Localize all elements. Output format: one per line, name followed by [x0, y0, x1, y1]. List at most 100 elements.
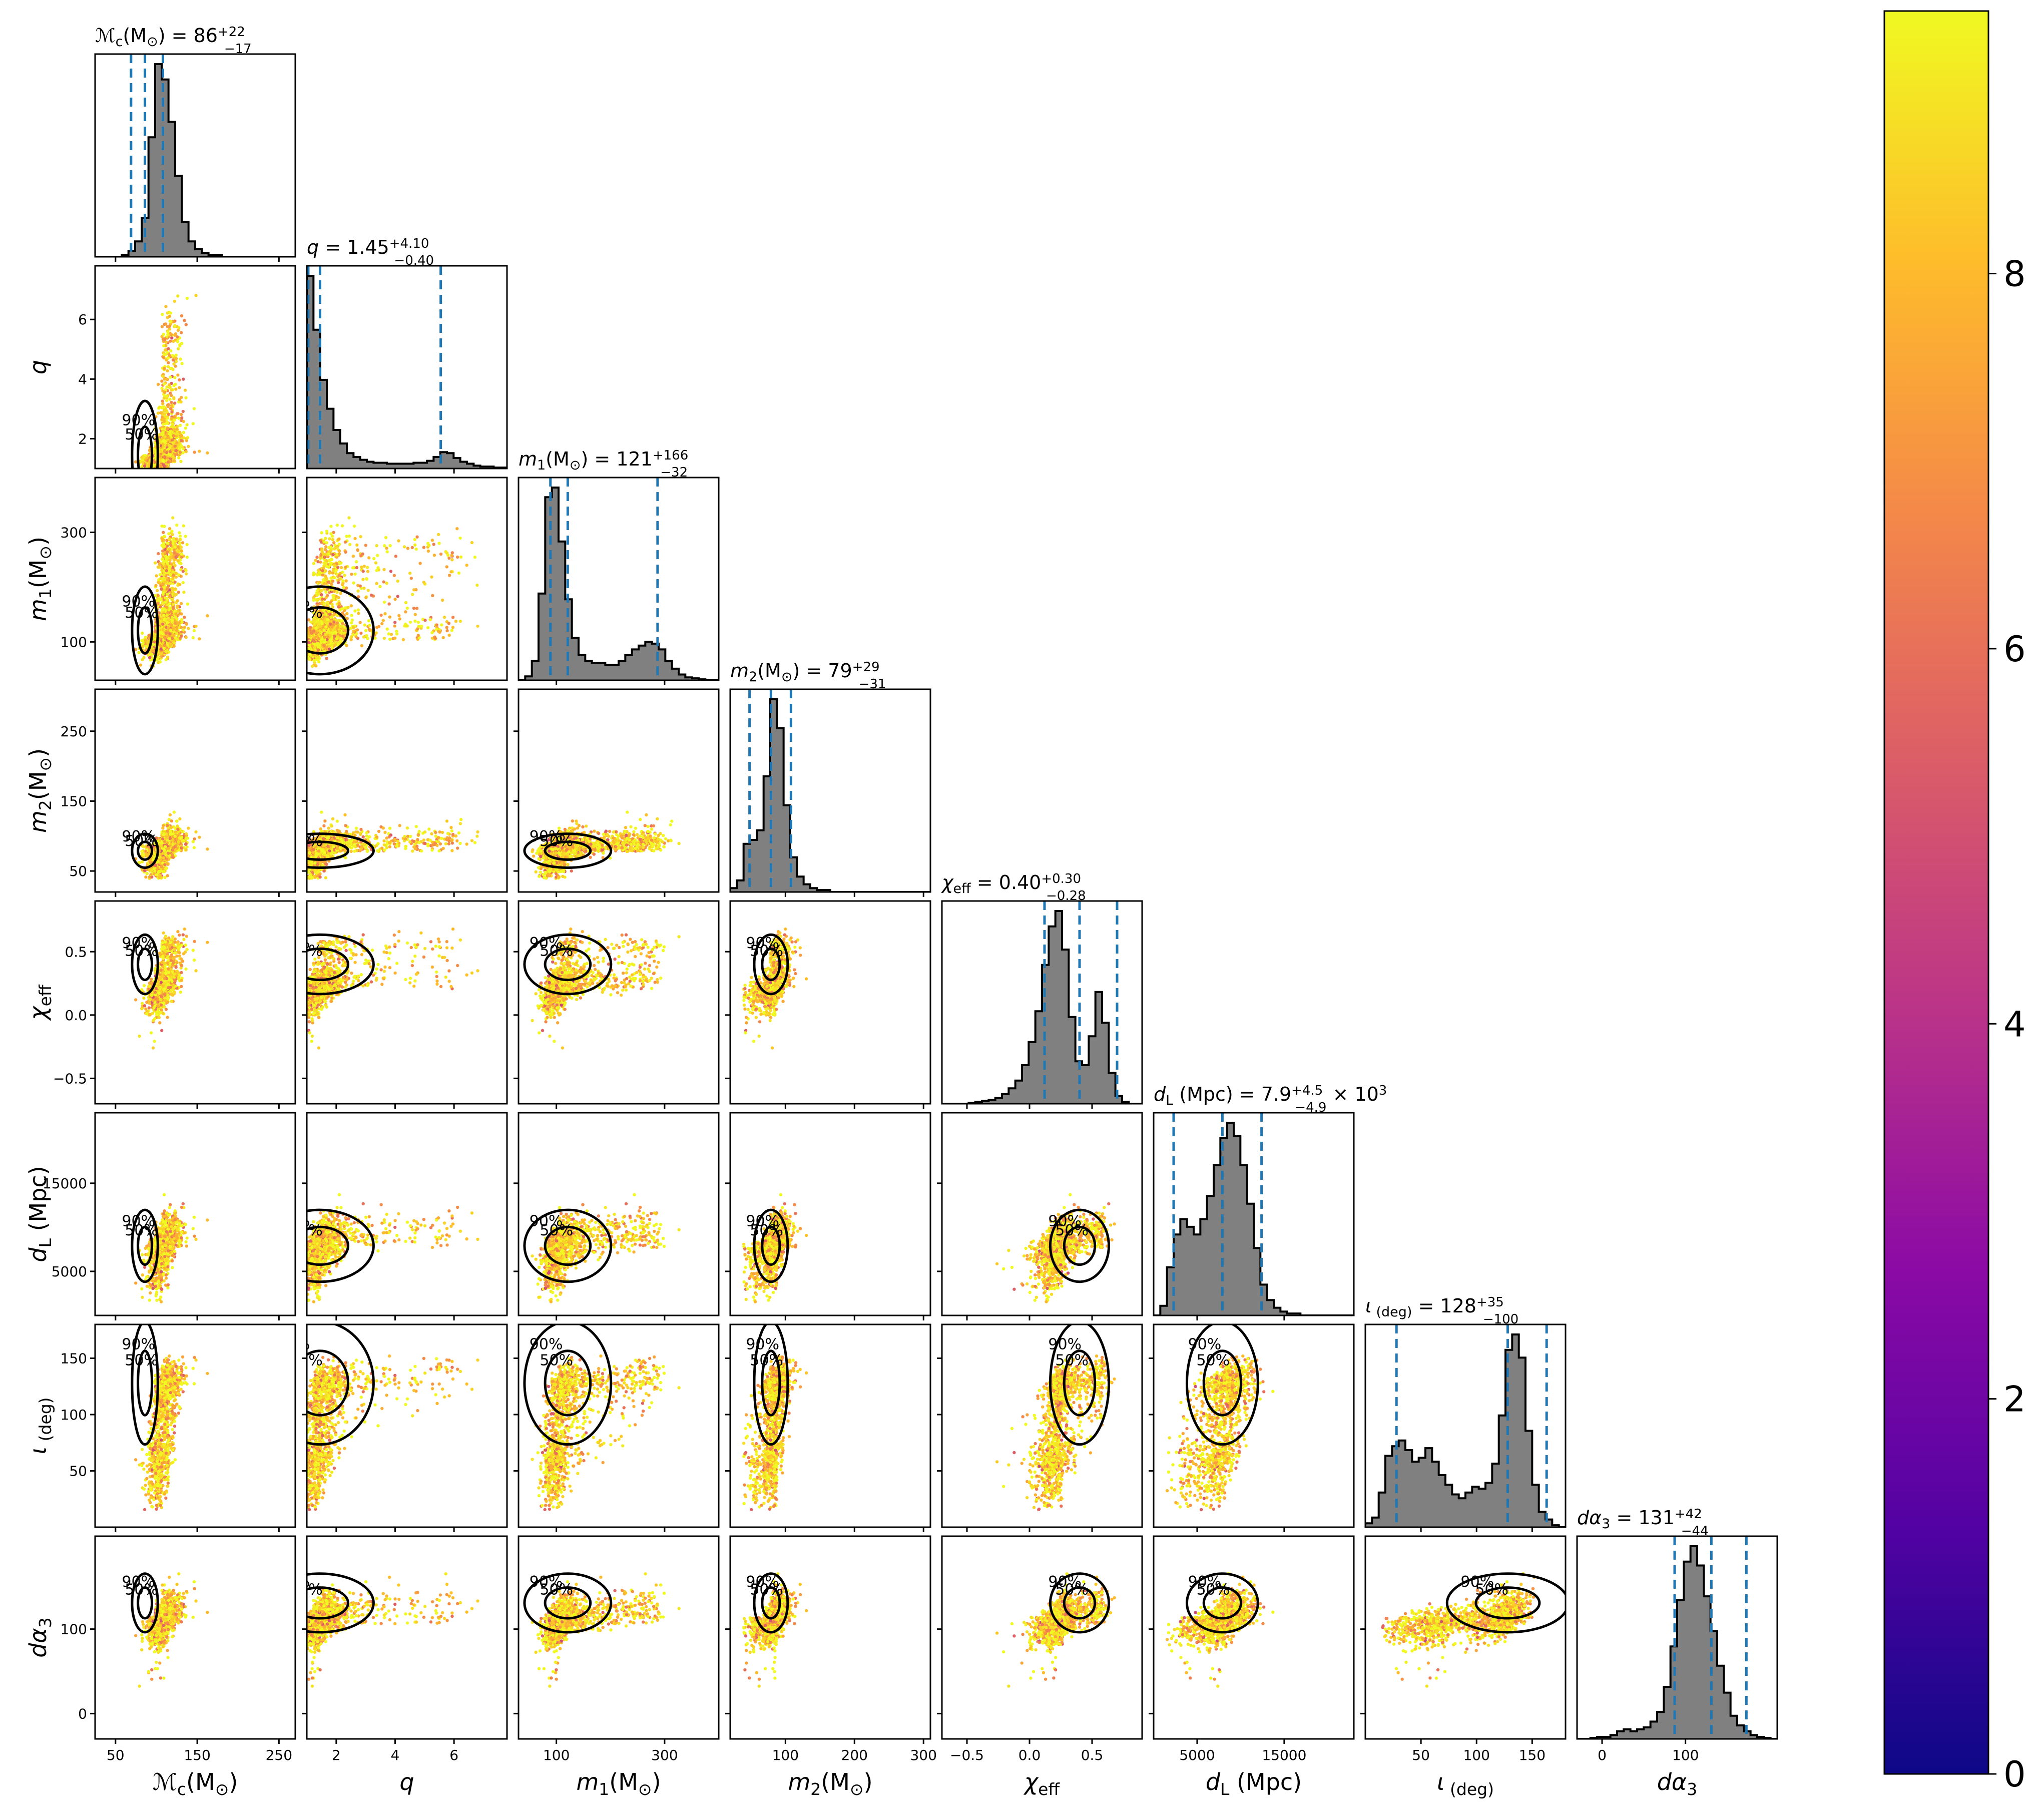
scatter-point	[193, 407, 196, 410]
scatter-point	[168, 354, 171, 357]
scatter-point	[177, 591, 180, 594]
scatter-point	[164, 348, 167, 351]
scatter-point	[142, 456, 145, 459]
scatter-point	[162, 531, 165, 534]
scatter-point	[206, 451, 209, 455]
scatter-point	[164, 409, 167, 412]
scatter-point	[166, 311, 169, 314]
scatter-point	[148, 656, 151, 659]
scatter-point	[163, 367, 166, 370]
scatter-point	[171, 354, 174, 357]
scatter-point	[138, 651, 141, 654]
scatter-point	[144, 638, 147, 641]
scatter-point	[157, 552, 160, 555]
scatter-point	[159, 450, 162, 453]
scatter-point	[181, 362, 184, 365]
scatter-point	[177, 326, 180, 329]
scatter-point	[169, 407, 172, 410]
scatter-point	[171, 588, 174, 591]
scatter-point	[167, 347, 170, 350]
scatter-point	[164, 337, 167, 340]
scatter-point	[168, 527, 171, 530]
scatter-point	[186, 297, 189, 300]
scatter-point	[158, 433, 161, 436]
scatter-point	[177, 457, 180, 460]
scatter-point	[176, 340, 179, 343]
scatter-point	[173, 324, 176, 327]
scatter-point	[193, 629, 196, 632]
scatter-point	[186, 543, 189, 546]
scatter-point	[178, 386, 181, 389]
y-tick-label-q: 2	[78, 430, 87, 447]
scatter-point	[173, 376, 176, 379]
scatter-point	[180, 626, 183, 629]
scatter-point	[166, 369, 169, 372]
scatter-point	[171, 424, 174, 427]
scatter-point	[167, 361, 170, 364]
scatter-point	[166, 330, 169, 333]
scatter-point	[173, 428, 176, 431]
scatter-point	[166, 578, 169, 581]
contour-label-1: 90%	[122, 412, 155, 429]
scatter-point	[180, 396, 183, 399]
scatter-point	[182, 581, 185, 584]
scatter-point	[175, 613, 178, 616]
scatter-point	[198, 449, 201, 452]
scatter-point	[184, 396, 187, 399]
scatter-point	[168, 383, 171, 386]
scatter-point	[176, 412, 179, 415]
scatter-point	[178, 378, 181, 381]
scatter-point	[182, 431, 185, 434]
scatter-point	[173, 457, 176, 460]
scatter-point	[169, 320, 172, 323]
scatter-point	[180, 331, 183, 334]
scatter-point	[161, 433, 164, 436]
scatter-point	[170, 333, 173, 336]
scatter-point	[184, 426, 187, 429]
scatter-point	[164, 601, 167, 604]
scatter-point	[140, 639, 143, 642]
scatter-point	[171, 533, 174, 536]
scatter-point	[179, 357, 182, 360]
scatter-point	[170, 417, 173, 420]
scatter-point	[168, 582, 171, 585]
scatter-point	[157, 383, 160, 386]
scatter-point	[163, 419, 166, 422]
corner-plot-figure: ℳc(M⊙) = 86+22 −1750%90%246q = 1.45+4.10−…	[0, 0, 2044, 1815]
scatter-point	[176, 294, 179, 297]
scatter-point	[183, 626, 186, 629]
scatter-point	[180, 444, 183, 447]
scatter-point	[160, 525, 163, 528]
scatter-point	[162, 375, 165, 378]
scatter-point	[180, 556, 183, 559]
scatter-point	[173, 300, 176, 303]
scatter-point	[177, 347, 180, 350]
scatter-point	[179, 535, 182, 538]
hist-bar-mc	[135, 241, 142, 257]
scatter-point	[163, 544, 166, 547]
scatter-point	[172, 434, 175, 437]
scatter-point	[166, 542, 169, 545]
scatter-point	[164, 415, 167, 418]
scatter-point	[168, 432, 171, 435]
scatter-point	[172, 537, 175, 540]
scatter-point	[166, 427, 169, 430]
scatter-point	[141, 461, 144, 464]
scatter-point	[172, 441, 175, 444]
hist-bar-q	[427, 461, 434, 469]
scatter-point	[173, 418, 176, 421]
scatter-point	[170, 410, 173, 413]
hist-bar-mc	[155, 64, 162, 257]
scatter-point	[182, 420, 185, 423]
scatter-point	[178, 431, 181, 434]
scatter-point	[164, 322, 167, 325]
scatter-point	[173, 460, 176, 463]
scatter-point	[192, 636, 195, 639]
scatter-point	[175, 357, 178, 360]
scatter-point	[169, 565, 172, 568]
scatter-point	[164, 435, 167, 438]
scatter-point	[174, 334, 177, 337]
scatter-point	[161, 325, 164, 328]
scatter-point	[173, 384, 176, 387]
scatter-point	[155, 574, 158, 577]
